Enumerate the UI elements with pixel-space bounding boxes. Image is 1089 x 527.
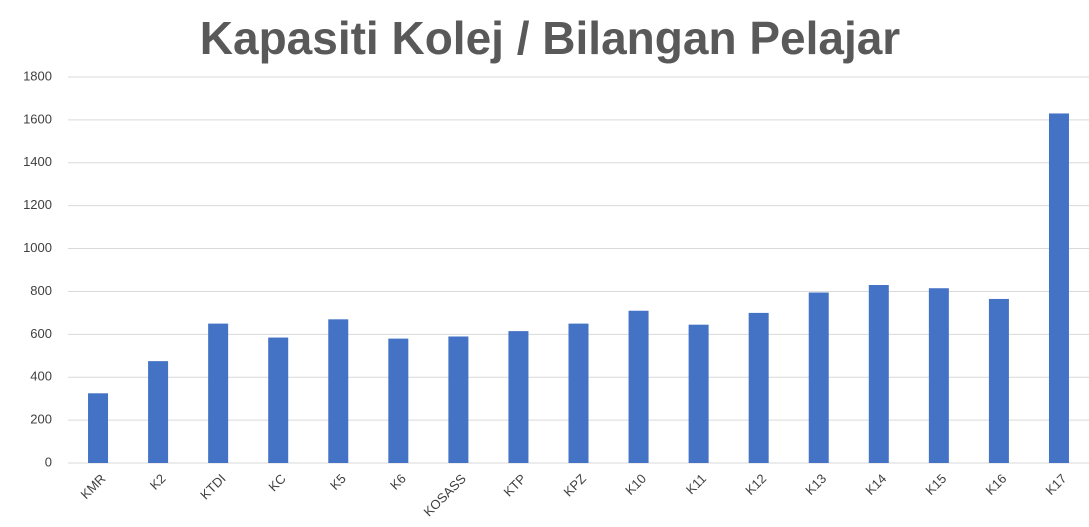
bar [148, 361, 169, 463]
x-tick-label: K6 [387, 471, 409, 493]
bar [448, 336, 469, 463]
x-tick-label: K17 [1043, 471, 1070, 498]
x-tick-label: K14 [862, 471, 889, 498]
x-tick-label: K11 [683, 471, 709, 497]
bar [208, 323, 229, 463]
bar [508, 331, 529, 463]
bar [268, 337, 289, 463]
x-tick-label: KC [265, 471, 288, 494]
x-tick-label: KOSASS [421, 471, 470, 520]
bar [388, 338, 409, 463]
y-tick-label: 0 [45, 454, 52, 469]
chart-title: Kapasiti Kolej / Bilangan Pelajar [200, 12, 901, 64]
bar [568, 323, 589, 463]
bar [808, 292, 829, 463]
y-tick-label: 1600 [23, 111, 52, 126]
bar [868, 285, 889, 463]
y-tick-label: 1400 [23, 154, 52, 169]
bar [628, 310, 649, 463]
x-tick-label: KPZ [561, 471, 590, 500]
x-tick-label: K10 [622, 471, 649, 498]
bar [688, 324, 709, 463]
x-tick-label: K2 [147, 471, 169, 493]
bar [328, 319, 349, 463]
x-tick-label: KMR [78, 471, 109, 502]
x-tick-label: K12 [742, 471, 769, 498]
x-tick-label: K16 [982, 471, 1009, 498]
bar [1048, 113, 1069, 463]
bar [988, 298, 1009, 463]
x-tick-label: K5 [327, 471, 349, 493]
y-tick-label: 600 [30, 326, 52, 341]
x-tick-label: KTP [500, 471, 528, 499]
bar [88, 393, 109, 463]
bar [748, 312, 769, 463]
y-tick-label: 1000 [23, 240, 52, 255]
y-tick-label: 800 [30, 283, 52, 298]
x-tick-label: K15 [922, 471, 949, 498]
y-tick-label: 1800 [23, 68, 52, 83]
x-tick-label: KTDI [197, 471, 229, 503]
x-tick-label: K13 [802, 471, 829, 498]
bar [928, 288, 949, 463]
y-tick-label: 400 [30, 369, 52, 384]
y-tick-label: 200 [30, 412, 52, 427]
y-tick-label: 1200 [23, 197, 52, 212]
